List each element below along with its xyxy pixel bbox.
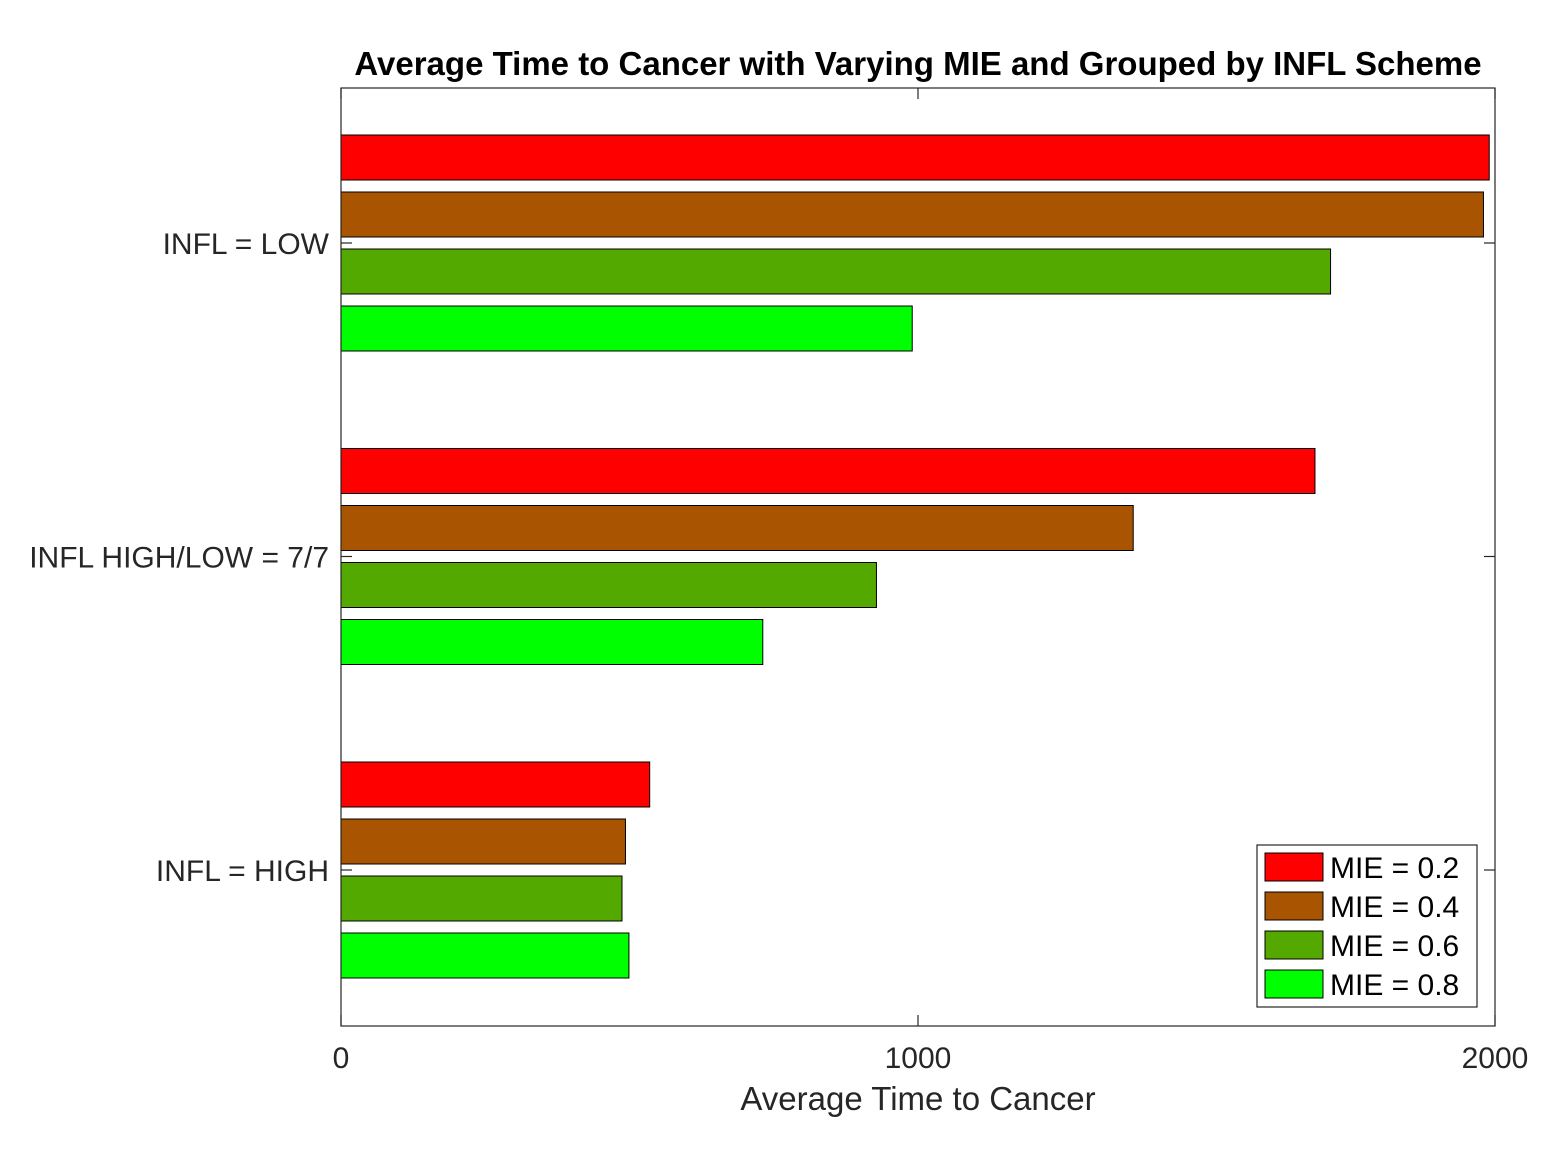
bar-infl-low-mie-0-2	[340, 134, 1490, 181]
bar-infl-high-low-7-7-mie-0-6	[340, 562, 877, 608]
legend-label-mie-0-8: MIE = 0.8	[1330, 969, 1459, 1002]
legend-swatch-mie-0-6	[1264, 930, 1324, 960]
x-tick-label: 0	[333, 1042, 350, 1075]
legend-label-mie-0-4: MIE = 0.4	[1330, 891, 1459, 924]
bars-layer	[340, 134, 1490, 979]
legend-swatch-mie-0-2	[1264, 852, 1324, 882]
x-axis-label: Average Time to Cancer	[740, 1080, 1095, 1117]
legend-label-mie-0-2: MIE = 0.2	[1330, 852, 1459, 885]
legend-label-mie-0-6: MIE = 0.6	[1330, 930, 1459, 963]
bar-infl-high-low-7-7-mie-0-4	[340, 505, 1134, 551]
legend-swatch-mie-0-8	[1264, 969, 1324, 999]
y-tick-label-infl-high: INFL = HIGH	[156, 855, 329, 888]
chart-title: Average Time to Cancer with Varying MIE …	[354, 45, 1481, 82]
x-tick-label: 1000	[885, 1042, 952, 1075]
bar-infl-high-mie-0-8	[340, 932, 630, 979]
legend: MIE = 0.2 MIE = 0.4 MIE = 0.6 MIE = 0.8	[1256, 844, 1478, 1008]
x-tick-label: 2000	[1462, 1042, 1529, 1075]
bar-infl-low-mie-0-6	[340, 248, 1332, 295]
bar-infl-high-mie-0-4	[340, 818, 626, 865]
y-tick-label-infl-low: INFL = LOW	[163, 228, 330, 261]
bar-infl-high-mie-0-6	[340, 875, 623, 922]
legend-swatch-mie-0-4	[1264, 891, 1324, 921]
y-tick-label-infl-high-low-7-7: INFL HIGH/LOW = 7/7	[29, 542, 329, 575]
bar-infl-low-mie-0-4	[340, 191, 1484, 238]
bar-infl-low-mie-0-8	[340, 305, 913, 352]
bar-infl-high-low-7-7-mie-0-8	[340, 619, 764, 665]
bar-infl-high-mie-0-2	[340, 761, 651, 808]
bar-infl-high-low-7-7-mie-0-2	[340, 448, 1316, 494]
ticks-layer: 0 1000 2000 INFL = LOW INFL HIGH/LOW = 7/7 IN…	[29, 88, 1528, 1075]
